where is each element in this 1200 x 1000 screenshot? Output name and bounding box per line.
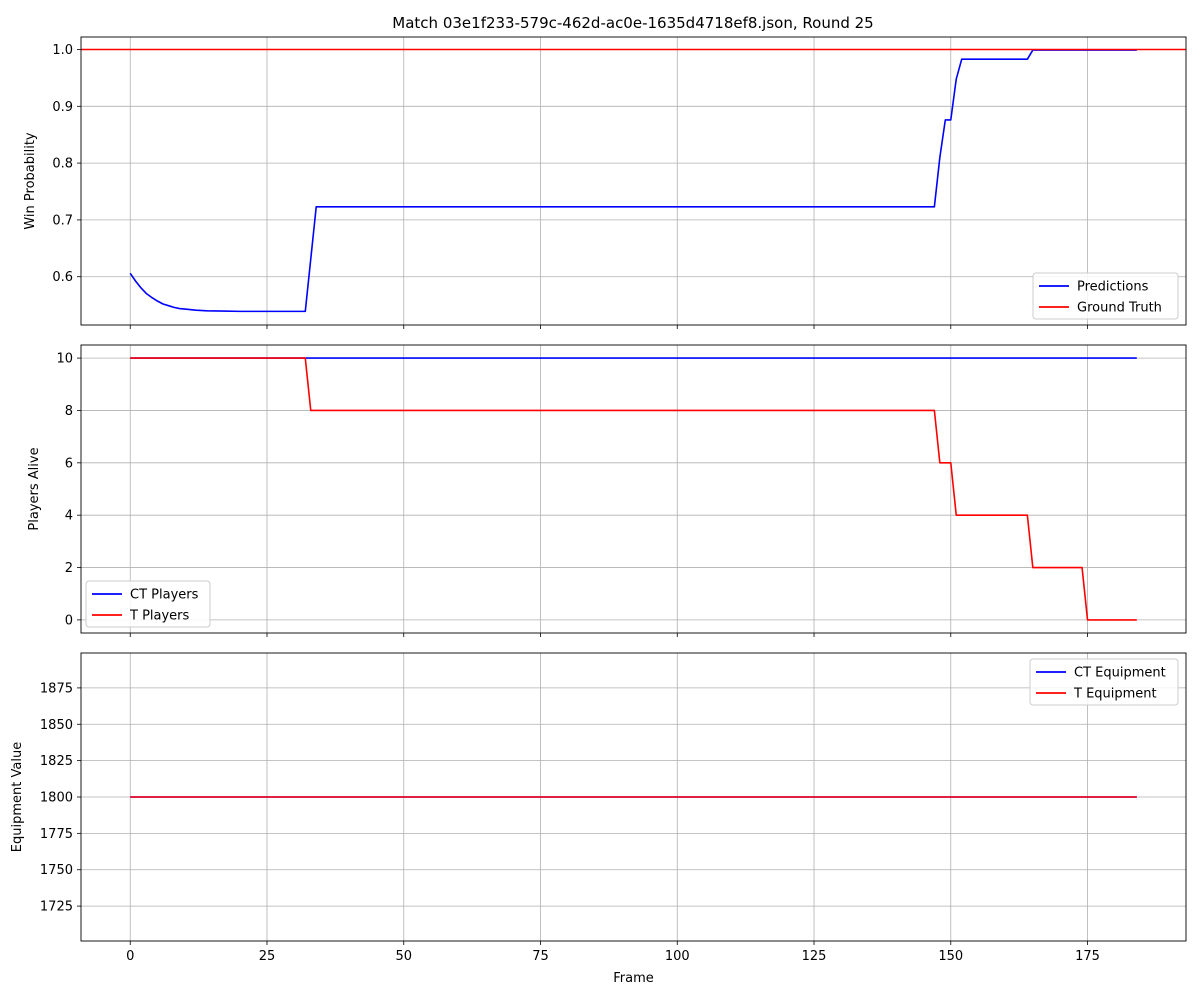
y-tick-label: 1750 <box>40 863 73 878</box>
y-tick-label: 0.8 <box>52 157 73 172</box>
x-tick-label: 175 <box>1075 949 1100 964</box>
legend: Predictions Ground Truth <box>1032 272 1179 320</box>
legend-box <box>1032 272 1179 320</box>
y-tick-label: 0.6 <box>52 270 73 285</box>
y-tick-label: 1725 <box>40 900 73 915</box>
x-tick-label: 50 <box>395 949 412 964</box>
y-axis-label: Win Probability <box>23 132 38 230</box>
legend-box <box>1029 658 1179 706</box>
equipment-value-panel: 0 25 50 75 100 125 150 175 1725 1750 1775 1800 1825 1… <box>10 652 1187 986</box>
plot-frame <box>80 344 1187 634</box>
x-axis-label: Frame <box>613 971 654 986</box>
x-tick-label: 0 <box>126 949 134 964</box>
y-tick-label: 8 <box>65 404 73 419</box>
win-probability-panel: 0.6 0.7 0.8 0.9 1.0 Win Probability Prediction… <box>23 36 1187 329</box>
legend-label-t-players: T Players <box>129 609 190 624</box>
x-tick-label: 75 <box>532 949 549 964</box>
y-tick-label: 2 <box>65 561 73 576</box>
y-tick-label: 0.9 <box>52 100 73 115</box>
legend-label-ct-equipment: CT Equipment <box>1074 666 1166 681</box>
y-tick-label: 4 <box>65 509 73 524</box>
y-tick-label: 10 <box>56 352 73 367</box>
y-tick-label: 1825 <box>40 754 73 769</box>
y-tick-label: 6 <box>65 456 73 471</box>
x-tick-label: 100 <box>665 949 690 964</box>
x-tick-label: 125 <box>802 949 827 964</box>
y-tick-label: 0.7 <box>52 213 73 228</box>
y-axis-label: Equipment Value <box>10 742 25 852</box>
legend: CT Players T Players <box>85 580 211 628</box>
legend-label-predictions: Predictions <box>1077 280 1149 295</box>
legend-label-ct-players: CT Players <box>130 588 199 603</box>
x-tick-label: 150 <box>938 949 963 964</box>
y-axis-label: Players Alive <box>27 447 42 530</box>
legend: CT Equipment T Equipment <box>1029 658 1179 706</box>
y-tick-label: 1775 <box>40 827 73 842</box>
y-tick-label: 1.0 <box>52 43 73 58</box>
players-alive-panel: 0 2 4 6 8 10 Players Alive CT Players T Players <box>27 344 1187 637</box>
y-tick-label: 0 <box>65 613 73 628</box>
series-line-t-players <box>130 357 1137 621</box>
legend-label-t-equipment: T Equipment <box>1073 687 1157 702</box>
y-tick-label: 1800 <box>40 791 73 806</box>
y-tick-label: 1850 <box>40 718 73 733</box>
chart-title: Match 03e1f233-579c-462d-ac0e-1635d4718e… <box>392 14 873 32</box>
x-tick-label: 25 <box>259 949 276 964</box>
plot-frame <box>80 36 1187 326</box>
legend-label-ground-truth: Ground Truth <box>1077 301 1162 316</box>
series-line-predictions <box>129 49 1137 313</box>
y-tick-label: 1875 <box>40 681 73 696</box>
